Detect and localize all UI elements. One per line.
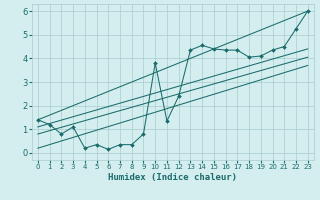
X-axis label: Humidex (Indice chaleur): Humidex (Indice chaleur): [108, 173, 237, 182]
